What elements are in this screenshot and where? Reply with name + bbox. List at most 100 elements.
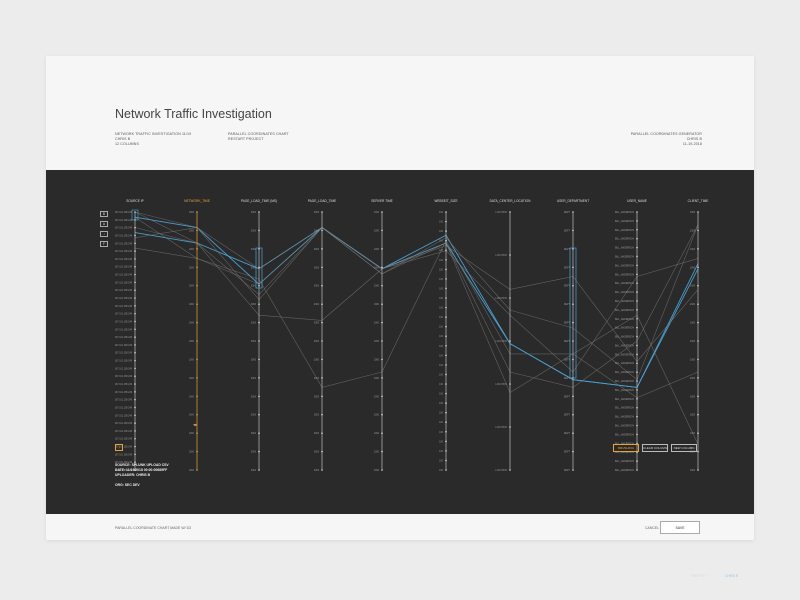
axis-tick-label: 2000: [314, 378, 320, 380]
axis-tick-8: [636, 291, 638, 293]
axis-tick-label: 2000: [314, 433, 320, 435]
axis-tick-label: LOCATION: [495, 211, 507, 214]
axis-tick-8: [636, 344, 638, 347]
axis-tick-9: [697, 340, 699, 342]
new-column-button[interactable]: NEW COLUMN: [671, 444, 697, 452]
column-header-8[interactable]: USER_NAME: [627, 199, 647, 203]
axis-tick-label: 1000: [690, 341, 696, 343]
control-button-f[interactable]: F: [100, 241, 108, 247]
axis-tick-label: 100: [439, 269, 444, 271]
axis-tick-label: 1000: [374, 304, 380, 306]
axis-tick-label: BILL_ANDERSON: [615, 398, 634, 401]
axis-tick-2: [258, 377, 260, 379]
axis-tick-label: BILL_ANDERSON: [615, 247, 634, 250]
axis-tick-4: [381, 469, 383, 471]
axis-tick-label: 167.101.158.249: [115, 462, 133, 464]
axis-tick-4: [381, 303, 383, 305]
control-button-b[interactable]: B: [100, 211, 108, 217]
axis-tick-label: 1000: [189, 378, 195, 380]
cancel-button[interactable]: CANCEL: [645, 526, 660, 530]
column-header-6[interactable]: DATA_CENTER_LOCATION: [489, 199, 531, 203]
axis-tick-0: [134, 398, 136, 401]
axis-tick-1: [196, 248, 198, 250]
author-link[interactable]: CHRIS B: [725, 574, 738, 578]
axis-tick-8: [636, 469, 638, 471]
axis-tick-label: 167.101.158.249: [115, 353, 133, 355]
save-button[interactable]: SAVE: [660, 521, 700, 534]
axis-tick-label: 1000: [690, 415, 696, 417]
data-line-2: [134, 211, 699, 381]
source-line: SOURCE: SPLUNK UPLOAD CSV: [115, 463, 169, 467]
axis-tick-label: 1000: [374, 286, 380, 288]
column-header-9[interactable]: CLIENT_TIME: [687, 199, 709, 203]
column-header-0[interactable]: SOURCE IP: [126, 199, 144, 203]
axis-tick-9: [697, 395, 699, 398]
clear-column-button[interactable]: CLEAR COLUMN: [642, 444, 668, 452]
axis-tick-label: 167.101.158.249: [115, 392, 133, 394]
axis-tick-9: [697, 469, 699, 471]
axis-tick-3: [321, 284, 323, 287]
column-header-5[interactable]: WEBSEIT_SIZE: [434, 199, 458, 203]
axis-tick-label: DEPT: [564, 304, 571, 306]
axis-tick-label: BILL_ANDERSON: [615, 451, 634, 454]
axis-tick-7: [572, 340, 574, 342]
control-button-down[interactable]: ↓: [100, 231, 108, 237]
axis-tick-label: 3000: [251, 341, 257, 343]
axis-tick-9: [697, 211, 699, 213]
axis-tick-label: 100: [439, 327, 444, 329]
axis-tick-1: [196, 377, 198, 379]
axis-tick-label: BILL_ANDERSON: [615, 380, 634, 383]
page-title: Network Traffic Investigation: [115, 107, 272, 121]
date-line: DATE: 11/19/2018 00:00:00689FF: [115, 468, 168, 473]
axis-tick-label: 2000: [314, 304, 320, 306]
column-header-2[interactable]: PAGE_LOAD_TIME (ms): [240, 199, 278, 203]
axis-tick-label: 100: [439, 279, 444, 281]
axis-tick-5: [445, 249, 447, 252]
axis-tick-label: 1000: [690, 433, 696, 435]
column-header-1[interactable]: NETWORK_TIME: [184, 199, 210, 203]
axis-tick-label: 100: [439, 460, 444, 462]
main-card: Network Traffic Investigation NETWORK TR…: [46, 56, 754, 540]
axis-tick-label: 2000: [314, 415, 320, 417]
axis-tick-7: [572, 413, 574, 416]
column-header-4[interactable]: SERVER TIME: [371, 199, 393, 203]
axis-tick-0: [134, 445, 136, 448]
axis-tick-0: [134, 359, 136, 362]
axis-tick-label: 3000: [251, 323, 257, 325]
axis-tick-label: 1000: [374, 212, 380, 214]
axis-tick-label: DEPT: [564, 378, 571, 380]
axis-tick-label: 167.101.158.249: [115, 306, 133, 308]
axis-tick-label: BILL_ANDERSON: [615, 362, 634, 365]
column-header-7[interactable]: USER_DEPARTMENT: [556, 199, 590, 203]
axis-tick-3: [321, 229, 323, 232]
restart-project-link[interactable]: RESTART PROJECT: [228, 137, 264, 141]
axis-tick-3: [321, 413, 323, 416]
axis-tick-4: [381, 229, 383, 232]
axis-tick-label: 100: [439, 394, 444, 396]
parallel-coordinates-plot[interactable]: 167.101.158.249 167.101.158.249 167.101.15…: [46, 170, 754, 514]
axis-tick-7: [572, 229, 574, 232]
axis-tick-label: 100: [439, 288, 444, 290]
axis-tick-label: 1000: [690, 359, 696, 361]
brushing-button[interactable]: BRUSHING: [613, 444, 639, 452]
column-move-arrows-icon[interactable]: ◂▸: [193, 422, 198, 427]
axis-tick-8: [636, 362, 638, 365]
axis-tick-label: 3000: [251, 452, 257, 454]
axis-tick-8: [636, 371, 638, 373]
axis-tick-5: [445, 306, 447, 309]
axis-tick-label: BILL_ANDERSON: [615, 291, 634, 294]
column-header-3[interactable]: PAGE_LOAD_TIME: [307, 199, 337, 203]
help-button[interactable]: ?: [115, 444, 123, 451]
axis-tick-label: 3000: [251, 230, 257, 232]
axis-tick-label: 2000: [314, 267, 320, 269]
axis-tick-label: 167.101.158.249: [115, 447, 133, 449]
axis-tick-label: LOCATION: [495, 469, 507, 472]
control-button-a[interactable]: A: [100, 221, 108, 227]
axis-tick-label: LOCATION: [495, 297, 507, 300]
axis-tick-3: [321, 469, 323, 471]
axis-tick-6: [509, 211, 511, 213]
axis-tick-6: [509, 297, 511, 299]
axis-tick-label: 1000: [374, 323, 380, 325]
axis-tick-label: 3000: [251, 433, 257, 435]
axis-tick-label: 167.101.158.249: [115, 407, 133, 409]
